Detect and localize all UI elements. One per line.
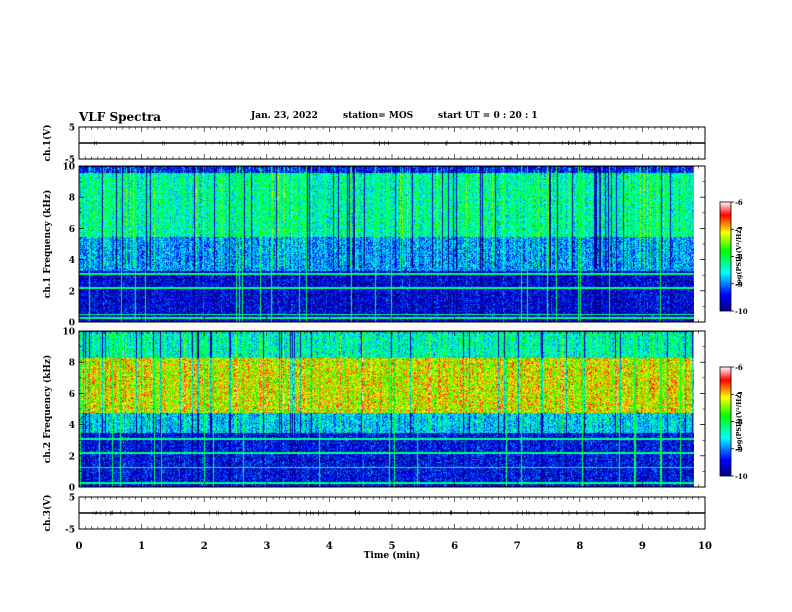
x-tick-label: 8 [576, 541, 583, 552]
y-tick-label: 4 [69, 256, 75, 266]
colorbar-tick-label: -6 [735, 198, 743, 207]
colorbar-tick-label: -8 [735, 418, 743, 427]
spectrogram-image-1 [79, 166, 694, 322]
colorbar-tick-label: -9 [735, 445, 743, 454]
colorbar-tick-label: -7 [735, 390, 743, 399]
y-tick-label: 0 [69, 319, 75, 329]
y-tick-label: 4 [69, 421, 75, 431]
y-tick-label: 8 [69, 194, 75, 204]
y-tick-label: 6 [69, 390, 75, 400]
x-tick-label: 6 [451, 541, 458, 552]
colorbar-tick-label: -8 [735, 253, 743, 262]
y-tick-label: 8 [69, 359, 75, 369]
station-label: station= MOS [343, 111, 414, 121]
colorbar-tick-label: -6 [735, 363, 743, 372]
colorbar-label: log(PSD)(V²/Hz) [735, 392, 743, 451]
y-tick-label: 2 [69, 287, 75, 297]
y-tick-label: 0 [69, 484, 75, 494]
x-tick-label: 9 [639, 541, 646, 552]
x-tick-label: 2 [201, 541, 208, 552]
colorbar-label: log(PSD)(V²/Hz) [735, 227, 743, 286]
colorbar-tick-label: -7 [735, 225, 743, 234]
y-axis-label-0: ch.1(V) [42, 125, 53, 162]
y-tick-label: 10 [62, 163, 75, 173]
date-label: Jan. 23, 2022 [251, 111, 318, 121]
x-tick-label: 0 [76, 541, 83, 552]
x-tick-label: 10 [698, 541, 712, 552]
x-tick-label: 5 [389, 541, 396, 552]
x-tick-label: 4 [326, 541, 333, 552]
colorbar-tick-label: -10 [735, 307, 748, 316]
colorbar-2 [719, 366, 732, 477]
x-tick-label: 1 [138, 541, 145, 552]
spectrogram-image-2 [79, 331, 694, 487]
y-axis-label-3: ch.3(V) [42, 495, 53, 532]
y-tick-label: -5 [65, 156, 75, 166]
y-tick-label: 2 [69, 452, 75, 462]
colorbar-1 [719, 201, 732, 312]
x-tick-label: 7 [514, 541, 521, 552]
y-tick-label: 5 [69, 494, 75, 504]
colorbar-tick-label: -9 [735, 280, 743, 289]
plot-title: VLF Spectra [79, 110, 162, 124]
y-tick-label: -5 [65, 526, 75, 536]
x-axis-label: Time (min) [364, 550, 421, 561]
y-axis-label-1: ch.1 Frequency (kHz) [42, 190, 53, 299]
start-ut-label: start UT = 0 : 20 : 1 [438, 111, 538, 121]
y-tick-label: 6 [69, 225, 75, 235]
y-tick-label: 5 [69, 124, 75, 134]
x-tick-label: 3 [263, 541, 270, 552]
y-tick-label: 10 [62, 328, 75, 338]
colorbar-tick-label: -10 [735, 472, 748, 481]
y-axis-label-2: ch.2 Frequency (kHz) [42, 355, 53, 464]
